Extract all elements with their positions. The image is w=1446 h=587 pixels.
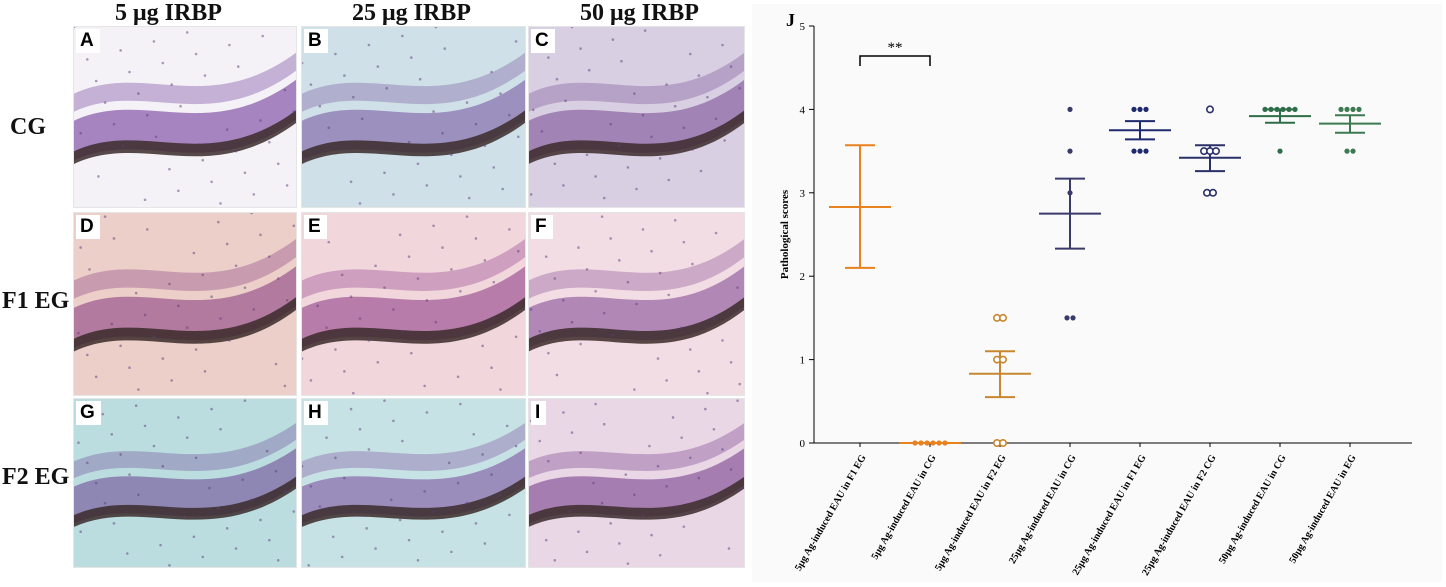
- y-tick-label: 5: [800, 21, 806, 33]
- panel-label: E: [304, 215, 327, 239]
- column-header-50ug: 50 μg IRBP: [580, 0, 699, 26]
- histology-panel-a: A: [73, 26, 297, 208]
- data-point: [1208, 188, 1217, 197]
- panel-label: F: [531, 215, 553, 239]
- panel-label: D: [76, 215, 100, 239]
- tissue-illustration: [74, 27, 296, 205]
- data-point: [1356, 106, 1362, 112]
- data-group-5: [1179, 105, 1241, 197]
- panel-label: H: [304, 401, 328, 425]
- y-tick-label: 0: [800, 438, 806, 450]
- data-point: [1274, 106, 1280, 112]
- row-header-f1-eg: F1 EG: [2, 288, 70, 314]
- data-point: [924, 440, 930, 446]
- histology-panel-e: E: [301, 212, 526, 396]
- histology-panel-g: G: [73, 398, 297, 568]
- data-group-3: [1039, 106, 1101, 321]
- data-point: [1344, 106, 1350, 112]
- column-header-5ug: 5 μg IRBP: [115, 0, 222, 26]
- data-point: [1131, 106, 1137, 112]
- histology-panel-i: I: [528, 398, 745, 568]
- y-axis-label: Pathological scores: [779, 189, 791, 279]
- histology-panel-d: D: [73, 212, 297, 396]
- data-point: [1205, 105, 1214, 114]
- pathological-score-chart: J 0 1 2 3 4 5 Pathological scores 5μg Ag-induced…: [752, 4, 1442, 582]
- x-tick-label: 25μg Ag-induced EAU in CG: [1007, 453, 1079, 566]
- histology-panel-f: F: [528, 212, 745, 396]
- data-point: [1070, 315, 1076, 321]
- data-group-0: [829, 144, 891, 269]
- data-group-6: [1249, 106, 1311, 154]
- data-point: [999, 313, 1008, 322]
- data-point: [1137, 106, 1143, 112]
- data-group-4: [1109, 106, 1171, 154]
- x-tick-label: 5μg Ag-induced EAU in F1 EG: [793, 453, 869, 573]
- data-point: [1131, 148, 1137, 154]
- histology-panel-c: C: [528, 26, 745, 208]
- chart-svg: J 0 1 2 3 4 5 Pathological scores 5μg Ag-induced…: [779, 10, 1412, 578]
- data-group-1: [899, 440, 961, 446]
- tissue-illustration: [529, 215, 744, 395]
- data-point: [912, 440, 918, 446]
- y-tick-label: 2: [800, 271, 806, 283]
- panel-label: A: [76, 29, 100, 53]
- row-header-cg: CG: [10, 114, 46, 140]
- row-header-f2-eg: F2 EG: [2, 464, 70, 490]
- data-point: [999, 438, 1008, 447]
- histology-panel-b: B: [301, 26, 526, 208]
- data-point: [1344, 148, 1350, 154]
- x-tick-label: 5μg Ag-induced EAU in CG: [870, 453, 939, 562]
- significance-label: **: [888, 40, 903, 56]
- column-header-25ug: 25 μg IRBP: [352, 0, 471, 26]
- data-point: [1262, 106, 1268, 112]
- data-point: [1064, 315, 1070, 321]
- x-tick-label: 50μg Ag-induced EAU in EG: [1287, 453, 1358, 566]
- data-point: [936, 440, 942, 446]
- data-point: [1350, 148, 1356, 154]
- data-group-7: [1319, 106, 1381, 154]
- tissue-illustration: [529, 399, 744, 565]
- data-point: [1268, 106, 1274, 112]
- panel-label: C: [531, 29, 555, 53]
- data-point: [930, 440, 936, 446]
- data-point: [942, 440, 948, 446]
- panel-label: I: [531, 401, 547, 425]
- data-point: [1067, 106, 1073, 112]
- tissue-illustration: [302, 399, 525, 567]
- tissue-illustration: [74, 399, 296, 567]
- tissue-illustration: [529, 27, 744, 200]
- x-tick-label: 25μg Ag-induced EAU in F2 CG: [1140, 453, 1218, 578]
- data-point: [1137, 148, 1143, 154]
- x-tick-label: 25μg Ag-induced EAU in F1 EG: [1071, 453, 1149, 577]
- data-point: [1067, 148, 1073, 154]
- histology-panel-h: H: [301, 398, 526, 568]
- y-tick-label: 4: [800, 104, 806, 116]
- x-tick-label: 5μg Ag-induced EAU in F2 EG: [933, 453, 1009, 573]
- data-group-2: [969, 313, 1031, 447]
- data-point: [1280, 106, 1286, 112]
- data-point: [1143, 148, 1149, 154]
- panel-label: B: [304, 29, 328, 53]
- tissue-illustration: [302, 27, 525, 205]
- panel-label: G: [76, 401, 101, 425]
- data-point: [918, 440, 924, 446]
- tissue-illustration: [74, 213, 296, 391]
- data-point: [1277, 148, 1283, 154]
- data-point: [1350, 106, 1356, 112]
- data-point: [1338, 106, 1344, 112]
- data-point: [1286, 106, 1292, 112]
- chart-panel-label: J: [786, 10, 795, 30]
- data-point: [1143, 106, 1149, 112]
- y-tick-label: 3: [800, 188, 806, 200]
- data-point: [999, 355, 1008, 364]
- significance-bracket: [859, 55, 931, 66]
- y-tick-label: 1: [800, 355, 806, 367]
- data-point: [1211, 147, 1220, 156]
- data-point: [1292, 106, 1298, 112]
- tissue-illustration: [302, 215, 525, 395]
- x-tick-label: 50μg Ag-induced EAU in CG: [1217, 453, 1289, 566]
- data-point: [1067, 190, 1073, 196]
